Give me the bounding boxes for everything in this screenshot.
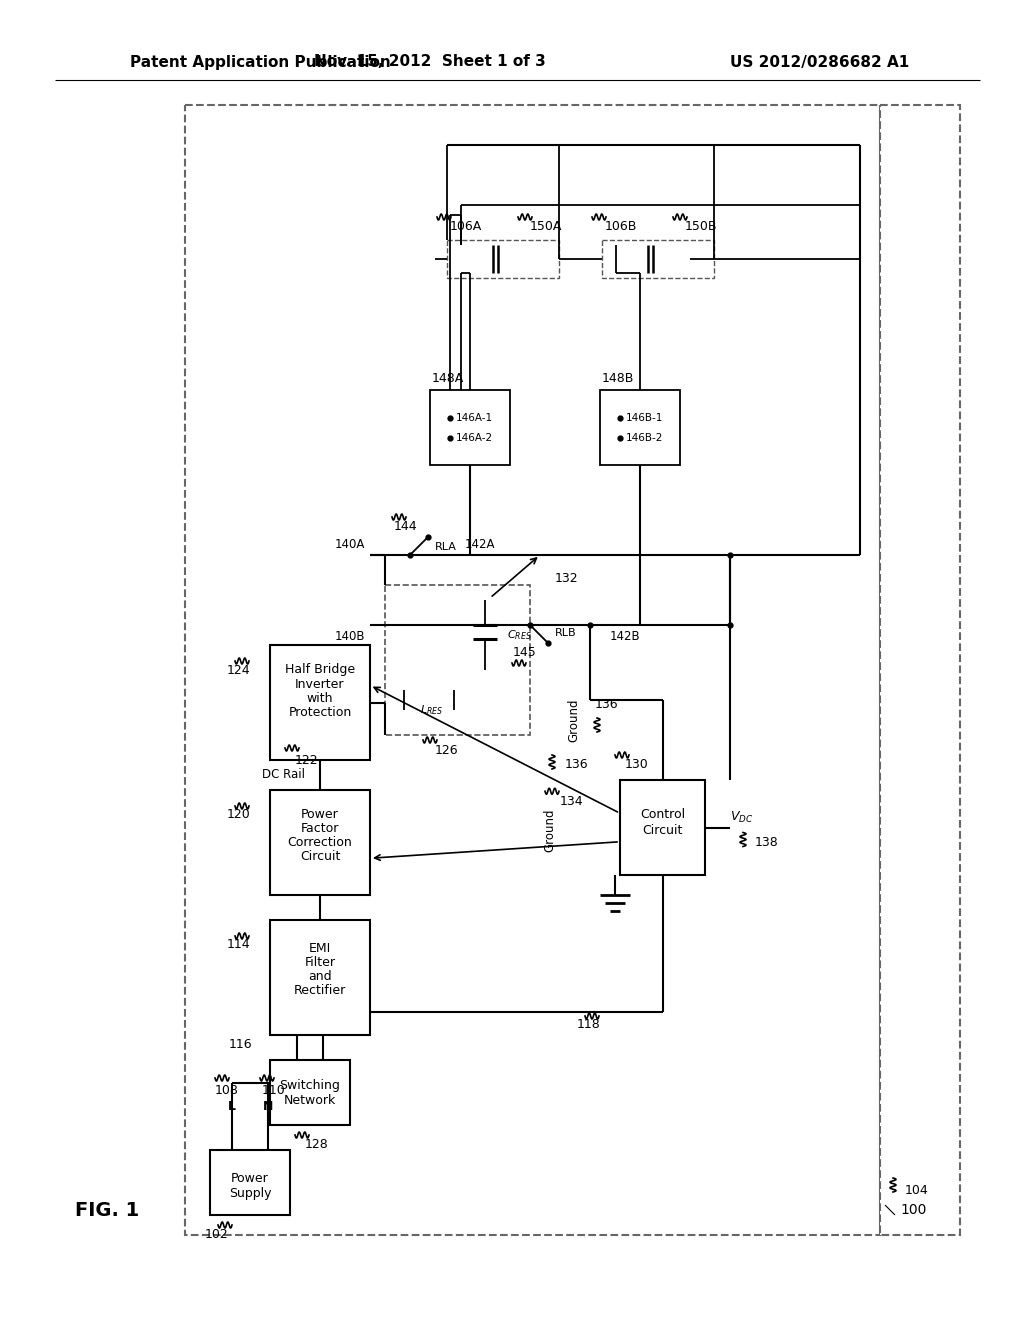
- Text: Filter: Filter: [304, 956, 336, 969]
- Text: 130: 130: [625, 759, 649, 771]
- Bar: [270, 645, 370, 760]
- Text: US 2012/0286682 A1: US 2012/0286682 A1: [730, 54, 909, 70]
- Text: and: and: [308, 969, 332, 982]
- Text: Correction: Correction: [288, 837, 352, 850]
- Text: 128: 128: [305, 1138, 329, 1151]
- Text: 146B-1: 146B-1: [626, 413, 664, 422]
- Text: 144: 144: [393, 520, 417, 533]
- Text: 118: 118: [577, 1018, 600, 1031]
- Text: 134: 134: [560, 795, 584, 808]
- Text: 122: 122: [295, 754, 318, 767]
- Text: 150A: 150A: [530, 220, 562, 234]
- Text: 146A-2: 146A-2: [456, 433, 494, 444]
- Bar: [447, 240, 559, 279]
- Text: 110: 110: [262, 1084, 286, 1097]
- Text: N: N: [263, 1101, 273, 1114]
- Bar: [185, 106, 880, 1236]
- Text: Circuit: Circuit: [642, 825, 683, 837]
- Text: Rectifier: Rectifier: [294, 983, 346, 997]
- Text: 116: 116: [228, 1039, 252, 1052]
- Text: 106A: 106A: [450, 220, 482, 234]
- Text: 140B: 140B: [335, 631, 365, 644]
- Bar: [270, 789, 370, 895]
- Text: $V_{DC}$: $V_{DC}$: [730, 810, 754, 825]
- Text: Network: Network: [284, 1094, 336, 1107]
- Bar: [385, 585, 530, 735]
- Bar: [600, 389, 680, 465]
- Text: 138: 138: [755, 836, 778, 849]
- Text: RLA: RLA: [435, 543, 457, 552]
- Text: Ground: Ground: [544, 808, 556, 851]
- Text: 148A: 148A: [432, 371, 464, 384]
- Text: 146B-2: 146B-2: [626, 433, 664, 444]
- Text: with: with: [307, 692, 333, 705]
- Text: 114: 114: [226, 939, 250, 952]
- Text: 132: 132: [555, 572, 579, 585]
- Text: Circuit: Circuit: [300, 850, 340, 863]
- Text: 104: 104: [905, 1184, 929, 1196]
- Text: 108: 108: [215, 1084, 239, 1097]
- Text: Half Bridge: Half Bridge: [285, 664, 355, 676]
- Text: 148B: 148B: [602, 371, 635, 384]
- Text: 146A-1: 146A-1: [456, 413, 494, 422]
- Text: 106B: 106B: [605, 220, 637, 234]
- Bar: [620, 780, 705, 875]
- Text: Supply: Supply: [228, 1188, 271, 1200]
- Text: 136: 136: [595, 698, 618, 711]
- Text: Protection: Protection: [289, 705, 351, 718]
- Bar: [602, 240, 714, 279]
- Text: Control: Control: [640, 808, 685, 821]
- Text: 142A: 142A: [465, 539, 496, 552]
- Text: 150B: 150B: [685, 220, 718, 234]
- Text: 142B: 142B: [610, 631, 641, 644]
- Text: DC Rail: DC Rail: [262, 768, 305, 781]
- Text: EMI: EMI: [309, 941, 331, 954]
- Text: 120: 120: [226, 808, 250, 821]
- Text: Factor: Factor: [301, 822, 339, 836]
- Text: $C_{RES}$: $C_{RES}$: [507, 628, 531, 642]
- Text: Patent Application Publication: Patent Application Publication: [130, 54, 391, 70]
- Text: RLB: RLB: [555, 628, 577, 638]
- Text: 136: 136: [565, 759, 589, 771]
- Text: 102: 102: [205, 1229, 228, 1242]
- Text: L: L: [228, 1101, 236, 1114]
- Text: Inverter: Inverter: [295, 677, 345, 690]
- Text: Ground: Ground: [567, 698, 580, 742]
- Bar: [210, 1150, 290, 1214]
- Text: Nov. 15, 2012  Sheet 1 of 3: Nov. 15, 2012 Sheet 1 of 3: [314, 54, 546, 70]
- Text: $L_{RES}$: $L_{RES}$: [421, 704, 443, 717]
- Bar: [430, 389, 510, 465]
- Text: Power: Power: [301, 808, 339, 821]
- Text: Switching: Switching: [280, 1078, 340, 1092]
- Text: Power: Power: [231, 1172, 269, 1184]
- Text: FIG. 1: FIG. 1: [75, 1200, 139, 1220]
- Text: 140A: 140A: [335, 539, 365, 552]
- Bar: [880, 106, 961, 1236]
- Bar: [270, 1060, 350, 1125]
- Bar: [270, 920, 370, 1035]
- Text: 126: 126: [435, 743, 459, 756]
- Text: 145: 145: [513, 647, 537, 660]
- Text: 124: 124: [226, 664, 250, 676]
- Text: 100: 100: [900, 1203, 927, 1217]
